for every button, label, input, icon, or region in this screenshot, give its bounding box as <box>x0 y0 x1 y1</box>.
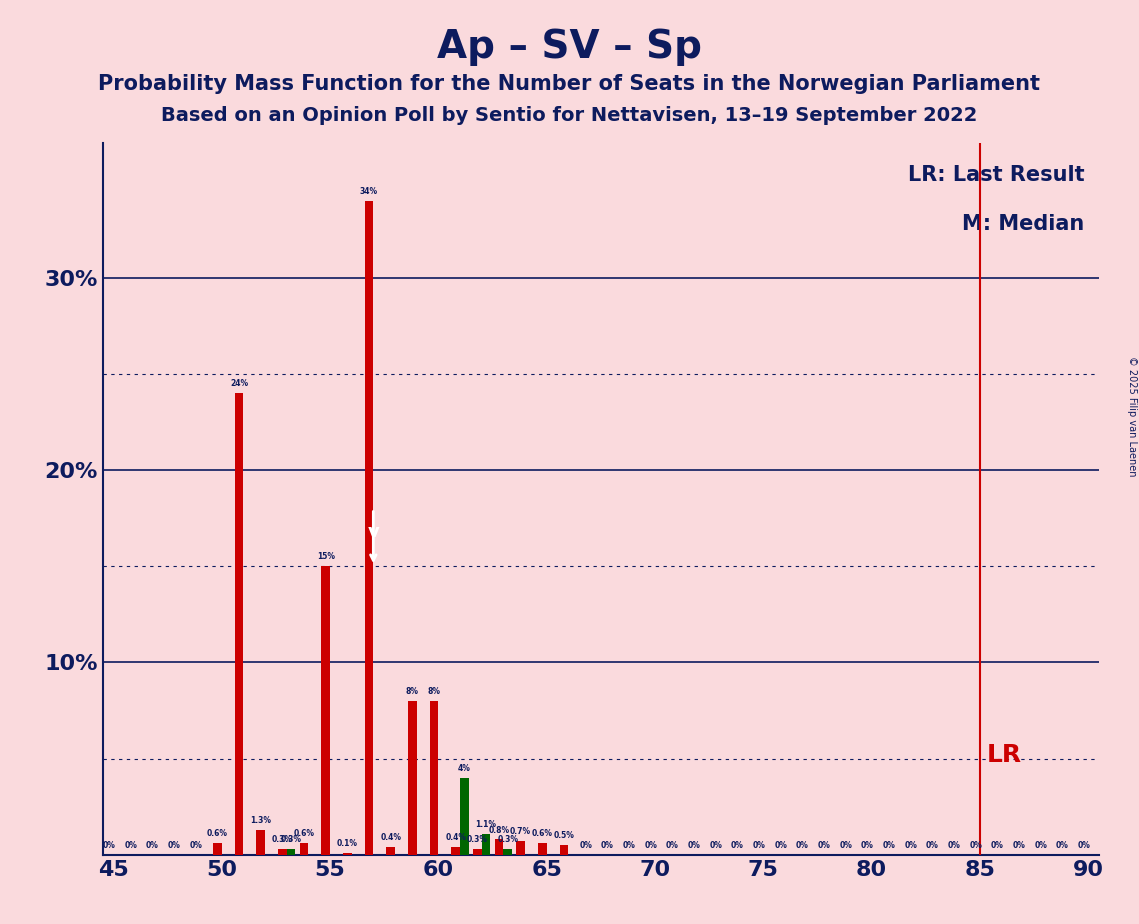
Text: 0%: 0% <box>645 841 657 850</box>
Text: 0%: 0% <box>991 841 1003 850</box>
Text: 0%: 0% <box>124 841 137 850</box>
Text: © 2025 Filip van Laenen: © 2025 Filip van Laenen <box>1126 356 1137 476</box>
Text: 1.3%: 1.3% <box>251 816 271 825</box>
Text: 0%: 0% <box>775 841 787 850</box>
Text: 0%: 0% <box>926 841 939 850</box>
Text: 0%: 0% <box>883 841 895 850</box>
Bar <box>503 849 513 855</box>
Bar <box>482 833 490 855</box>
Text: 0%: 0% <box>710 841 722 850</box>
Text: 15%: 15% <box>317 553 335 562</box>
Bar <box>364 201 374 855</box>
Text: 8%: 8% <box>427 687 441 696</box>
Text: LR: Last Result: LR: Last Result <box>908 164 1084 185</box>
Text: 0.3%: 0.3% <box>272 835 293 845</box>
Text: 0.3%: 0.3% <box>497 835 518 845</box>
Bar <box>538 844 547 855</box>
Bar <box>460 778 468 855</box>
Text: 0%: 0% <box>753 841 765 850</box>
Text: 0%: 0% <box>839 841 852 850</box>
Text: 0%: 0% <box>969 841 982 850</box>
Text: 0.6%: 0.6% <box>532 830 552 838</box>
Text: 24%: 24% <box>230 380 248 388</box>
Bar <box>321 566 330 855</box>
Text: 0.1%: 0.1% <box>337 839 358 848</box>
Bar <box>559 845 568 855</box>
Text: 0%: 0% <box>1077 841 1090 850</box>
Text: 0%: 0% <box>189 841 202 850</box>
Bar <box>343 853 352 855</box>
Text: 0.6%: 0.6% <box>294 830 314 838</box>
Text: 0.6%: 0.6% <box>207 830 228 838</box>
Bar <box>451 847 460 855</box>
Text: 0.8%: 0.8% <box>489 825 509 834</box>
Bar <box>256 830 265 855</box>
Text: 0.4%: 0.4% <box>445 833 466 842</box>
Text: 0%: 0% <box>146 841 158 850</box>
Text: 0%: 0% <box>731 841 744 850</box>
Bar <box>386 847 395 855</box>
Bar <box>235 394 244 855</box>
Bar <box>473 849 482 855</box>
Text: 0%: 0% <box>103 841 115 850</box>
Text: 0%: 0% <box>601 841 614 850</box>
Text: 0.3%: 0.3% <box>280 835 302 845</box>
Bar <box>429 701 439 855</box>
Text: Probability Mass Function for the Number of Seats in the Norwegian Parliament: Probability Mass Function for the Number… <box>98 74 1041 94</box>
Text: 8%: 8% <box>405 687 419 696</box>
Bar <box>278 849 287 855</box>
Text: 1.1%: 1.1% <box>475 820 497 829</box>
Bar <box>408 701 417 855</box>
Text: 0%: 0% <box>167 841 180 850</box>
Text: 0%: 0% <box>904 841 917 850</box>
Bar <box>516 841 525 855</box>
Text: 0.4%: 0.4% <box>380 833 401 842</box>
Text: Ap – SV – Sp: Ap – SV – Sp <box>437 28 702 66</box>
Text: 0%: 0% <box>948 841 960 850</box>
Text: 0%: 0% <box>796 841 809 850</box>
Text: 0%: 0% <box>688 841 700 850</box>
Text: 0%: 0% <box>1034 841 1047 850</box>
Text: Based on an Opinion Poll by Sentio for Nettavisen, 13–19 September 2022: Based on an Opinion Poll by Sentio for N… <box>162 106 977 126</box>
Text: 0%: 0% <box>666 841 679 850</box>
Text: 0%: 0% <box>580 841 592 850</box>
Text: 0.5%: 0.5% <box>554 832 574 840</box>
Text: M: Median: M: Median <box>962 214 1084 235</box>
Text: 0.3%: 0.3% <box>467 835 487 845</box>
Text: 0.7%: 0.7% <box>510 827 531 836</box>
Bar <box>300 844 309 855</box>
Text: 4%: 4% <box>458 764 470 773</box>
Text: 0%: 0% <box>861 841 874 850</box>
Text: 0%: 0% <box>1013 841 1025 850</box>
Text: v: v <box>368 523 379 541</box>
Bar <box>494 839 503 855</box>
Text: 0%: 0% <box>818 841 830 850</box>
Bar <box>287 849 295 855</box>
Bar <box>213 844 222 855</box>
Text: 34%: 34% <box>360 187 378 196</box>
Text: 0%: 0% <box>623 841 636 850</box>
Text: LR: LR <box>986 743 1022 767</box>
Text: 0%: 0% <box>1056 841 1068 850</box>
